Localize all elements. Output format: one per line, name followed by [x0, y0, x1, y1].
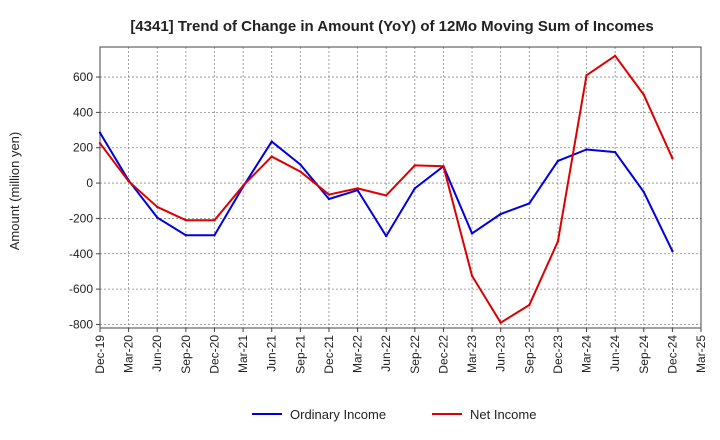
- data-point-ordinary-income: [642, 190, 645, 194]
- series-lines: [98, 54, 674, 324]
- y-tick-label: 0: [86, 176, 93, 190]
- data-point-ordinary-income: [384, 234, 388, 238]
- x-axis-ticks: Dec-19 Mar-20 Jun-20 Sep-20 Dec-20 Mar-21 Jun-…: [93, 328, 708, 374]
- data-point-ordinary-income: [413, 187, 417, 190]
- x-tick-label: Mar-22: [351, 335, 365, 373]
- x-tick-label: Dec-23: [551, 335, 565, 374]
- x-tick-label: Dec-21: [322, 335, 336, 374]
- y-axis-label: Amount (million yen): [7, 132, 22, 251]
- y-tick-label: 200: [73, 141, 93, 155]
- data-point-net-income: [642, 93, 645, 96]
- data-point-net-income: [585, 74, 588, 77]
- data-point-net-income: [470, 274, 474, 278]
- data-point-net-income: [98, 142, 102, 145]
- x-tick-label: Mar-20: [122, 335, 136, 373]
- data-point-net-income: [299, 170, 302, 173]
- data-point-ordinary-income: [156, 216, 159, 219]
- data-point-ordinary-income: [213, 234, 216, 237]
- x-tick-label: Mar-23: [465, 335, 479, 373]
- x-tick-label: Mar-21: [236, 335, 250, 373]
- data-point-net-income: [413, 164, 417, 167]
- data-point-ordinary-income: [585, 148, 588, 151]
- x-tick-label: Dec-19: [93, 335, 107, 374]
- x-tick-label: Jun-21: [265, 335, 279, 372]
- data-point-net-income: [356, 187, 359, 190]
- data-point-net-income: [528, 303, 531, 307]
- x-tick-label: Jun-22: [379, 335, 393, 372]
- data-point-ordinary-income: [528, 202, 531, 205]
- y-tick-label: -200: [69, 211, 93, 225]
- data-point-net-income: [213, 218, 216, 222]
- data-point-net-income: [327, 193, 331, 196]
- legend-label-net-income: Net Income: [470, 407, 536, 422]
- data-point-ordinary-income: [270, 140, 273, 143]
- x-tick-label: Sep-24: [637, 335, 651, 374]
- x-tick-label: Dec-24: [665, 335, 679, 374]
- x-tick-label: Sep-22: [408, 335, 422, 374]
- data-point-ordinary-income: [499, 212, 502, 216]
- data-point-net-income: [241, 184, 245, 187]
- x-tick-label: Jun-24: [608, 335, 622, 372]
- data-point-ordinary-income: [98, 131, 102, 134]
- data-point-net-income: [270, 155, 273, 158]
- x-tick-label: Sep-20: [179, 335, 193, 374]
- data-point-ordinary-income: [184, 234, 188, 237]
- x-tick-label: Jun-20: [150, 335, 164, 372]
- x-tick-label: Mar-25: [694, 335, 708, 373]
- chart-title: [4341] Trend of Change in Amount (YoY) o…: [130, 18, 653, 35]
- data-point-net-income: [556, 240, 560, 243]
- data-point-net-income: [127, 180, 130, 183]
- y-tick-label: -400: [69, 247, 93, 261]
- data-point-ordinary-income: [613, 150, 617, 154]
- data-point-net-income: [384, 194, 388, 197]
- data-point-net-income: [613, 54, 617, 58]
- data-point-net-income: [442, 165, 445, 168]
- data-point-ordinary-income: [556, 159, 560, 163]
- data-point-ordinary-income: [470, 232, 474, 235]
- grid: [100, 47, 701, 328]
- x-tick-label: Sep-21: [293, 335, 307, 374]
- data-point-ordinary-income: [327, 197, 331, 201]
- data-point-net-income: [156, 205, 159, 209]
- legend-label-ordinary-income: Ordinary Income: [290, 407, 386, 422]
- y-axis-ticks: -800 -600 -400 -200 0 200 400 600: [69, 70, 100, 331]
- data-point-ordinary-income: [299, 163, 302, 166]
- y-tick-label: -800: [69, 317, 93, 331]
- data-point-ordinary-income: [671, 249, 674, 253]
- y-tick-label: 400: [73, 105, 93, 119]
- x-tick-label: Dec-20: [207, 335, 221, 374]
- data-point-net-income: [184, 218, 188, 222]
- data-point-net-income: [499, 321, 502, 324]
- x-tick-label: Dec-22: [436, 335, 450, 374]
- y-tick-label: 600: [73, 70, 93, 84]
- x-tick-label: Sep-23: [522, 335, 536, 374]
- plot-area: [99, 46, 702, 329]
- legend: Ordinary Income Net Income: [252, 407, 536, 422]
- y-tick-label: -600: [69, 282, 93, 296]
- x-tick-label: Mar-24: [580, 335, 594, 373]
- data-point-net-income: [671, 157, 674, 160]
- x-tick-label: Jun-23: [494, 335, 508, 372]
